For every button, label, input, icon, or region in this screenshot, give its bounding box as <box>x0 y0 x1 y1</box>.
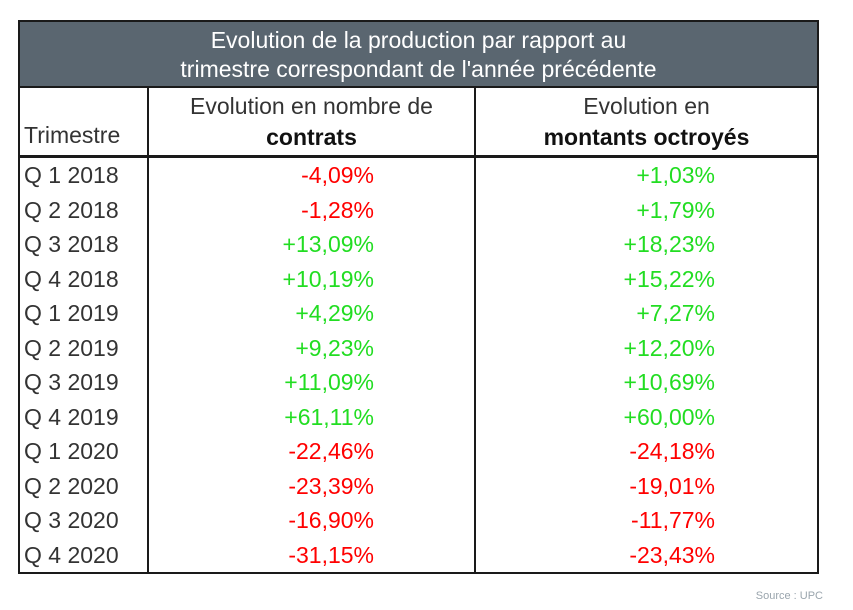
cell-trimestre: Q 4 2019 <box>20 399 149 434</box>
cell-montants: +7,27% <box>636 300 715 326</box>
cell-contrats: +4,29% <box>149 296 476 331</box>
cell-trimestre: Q 1 2019 <box>20 296 149 331</box>
table-row: Q 3 2019 +11,09% +10,69% <box>20 365 817 400</box>
header-montants-line-2: montants octroyés <box>543 124 750 150</box>
header-contrats-line-1: Evolution en nombre de <box>190 93 433 119</box>
cell-contrats: -31,15% <box>149 537 476 572</box>
cell-trimestre: Q 1 2018 <box>20 158 149 193</box>
cell-montants: +12,20% <box>623 334 715 361</box>
cell-trimestre: Q 4 2020 <box>20 537 149 572</box>
table-row: Q 2 2019 +9,23% +12,20% <box>20 330 817 365</box>
header-montants-line-1: Evolution en <box>583 93 710 119</box>
cell-montants: +1,79% <box>636 196 715 223</box>
cell-montants: +18,23% <box>623 231 715 257</box>
cell-montants: +10,69% <box>623 369 715 395</box>
header-trimestre: Trimestre <box>20 88 149 155</box>
header-trimestre-label: Trimestre <box>24 122 121 148</box>
table-row: Q 3 2020 -16,90% -11,77% <box>20 503 817 538</box>
source-note: Source : UPC <box>755 590 823 602</box>
header-montants: Evolution en montants octroyés <box>476 88 817 155</box>
cell-contrats: -16,90% <box>149 503 476 538</box>
table-row: Q 1 2018 -4,09% +1,03% <box>20 158 817 193</box>
cell-contrats: -1,28% <box>149 192 476 227</box>
cell-montants: -23,43% <box>629 541 715 568</box>
table-header: Trimestre Evolution en nombre de contrat… <box>20 88 817 158</box>
cell-trimestre: Q 2 2020 <box>20 468 149 503</box>
header-contrats-line-2: contrats <box>266 124 357 150</box>
cell-contrats: +9,23% <box>149 330 476 365</box>
table-row: Q 2 2020 -23,39% -19,01% <box>20 468 817 503</box>
table-title-line-1: Evolution de la production par rapport a… <box>210 27 627 53</box>
cell-trimestre: Q 1 2020 <box>20 434 149 469</box>
table-row: Q 4 2020 -31,15% -23,43% <box>20 537 817 572</box>
cell-montants: +15,22% <box>623 265 715 292</box>
cell-trimestre: Q 3 2018 <box>20 227 149 262</box>
cell-contrats: -23,39% <box>149 468 476 503</box>
table-row: Q 4 2018 +10,19% +15,22% <box>20 261 817 296</box>
cell-contrats: -4,09% <box>149 158 476 193</box>
cell-montants: -11,77% <box>631 507 715 533</box>
cell-montants: +1,03% <box>636 162 715 188</box>
table-body: Q 1 2018 -4,09% +1,03% Q 2 2018 -1,28% +… <box>20 158 817 572</box>
cell-trimestre: Q 3 2019 <box>20 365 149 400</box>
cell-contrats: +61,11% <box>149 399 476 434</box>
table-row: Q 2 2018 -1,28% +1,79% <box>20 192 817 227</box>
table-title-line-2: trimestre correspondant de l'année précé… <box>180 56 657 82</box>
cell-contrats: +13,09% <box>149 227 476 262</box>
table-title: Evolution de la production par rapport a… <box>20 22 817 88</box>
cell-contrats: +10,19% <box>149 261 476 296</box>
header-contrats: Evolution en nombre de contrats <box>149 88 476 155</box>
cell-montants: -19,01% <box>629 472 715 499</box>
cell-trimestre: Q 3 2020 <box>20 503 149 538</box>
cell-trimestre: Q 2 2018 <box>20 192 149 227</box>
cell-trimestre: Q 2 2019 <box>20 330 149 365</box>
table-row: Q 1 2020 -22,46% -24,18% <box>20 434 817 469</box>
cell-montants: -24,18% <box>629 438 715 464</box>
cell-trimestre: Q 4 2018 <box>20 261 149 296</box>
table-row: Q 1 2019 +4,29% +7,27% <box>20 296 817 331</box>
table-row: Q 3 2018 +13,09% +18,23% <box>20 227 817 262</box>
cell-montants: +60,00% <box>623 403 715 430</box>
cell-contrats: +11,09% <box>149 365 476 400</box>
production-table: Evolution de la production par rapport a… <box>18 20 819 574</box>
table-row: Q 4 2019 +61,11% +60,00% <box>20 399 817 434</box>
cell-contrats: -22,46% <box>149 434 476 469</box>
